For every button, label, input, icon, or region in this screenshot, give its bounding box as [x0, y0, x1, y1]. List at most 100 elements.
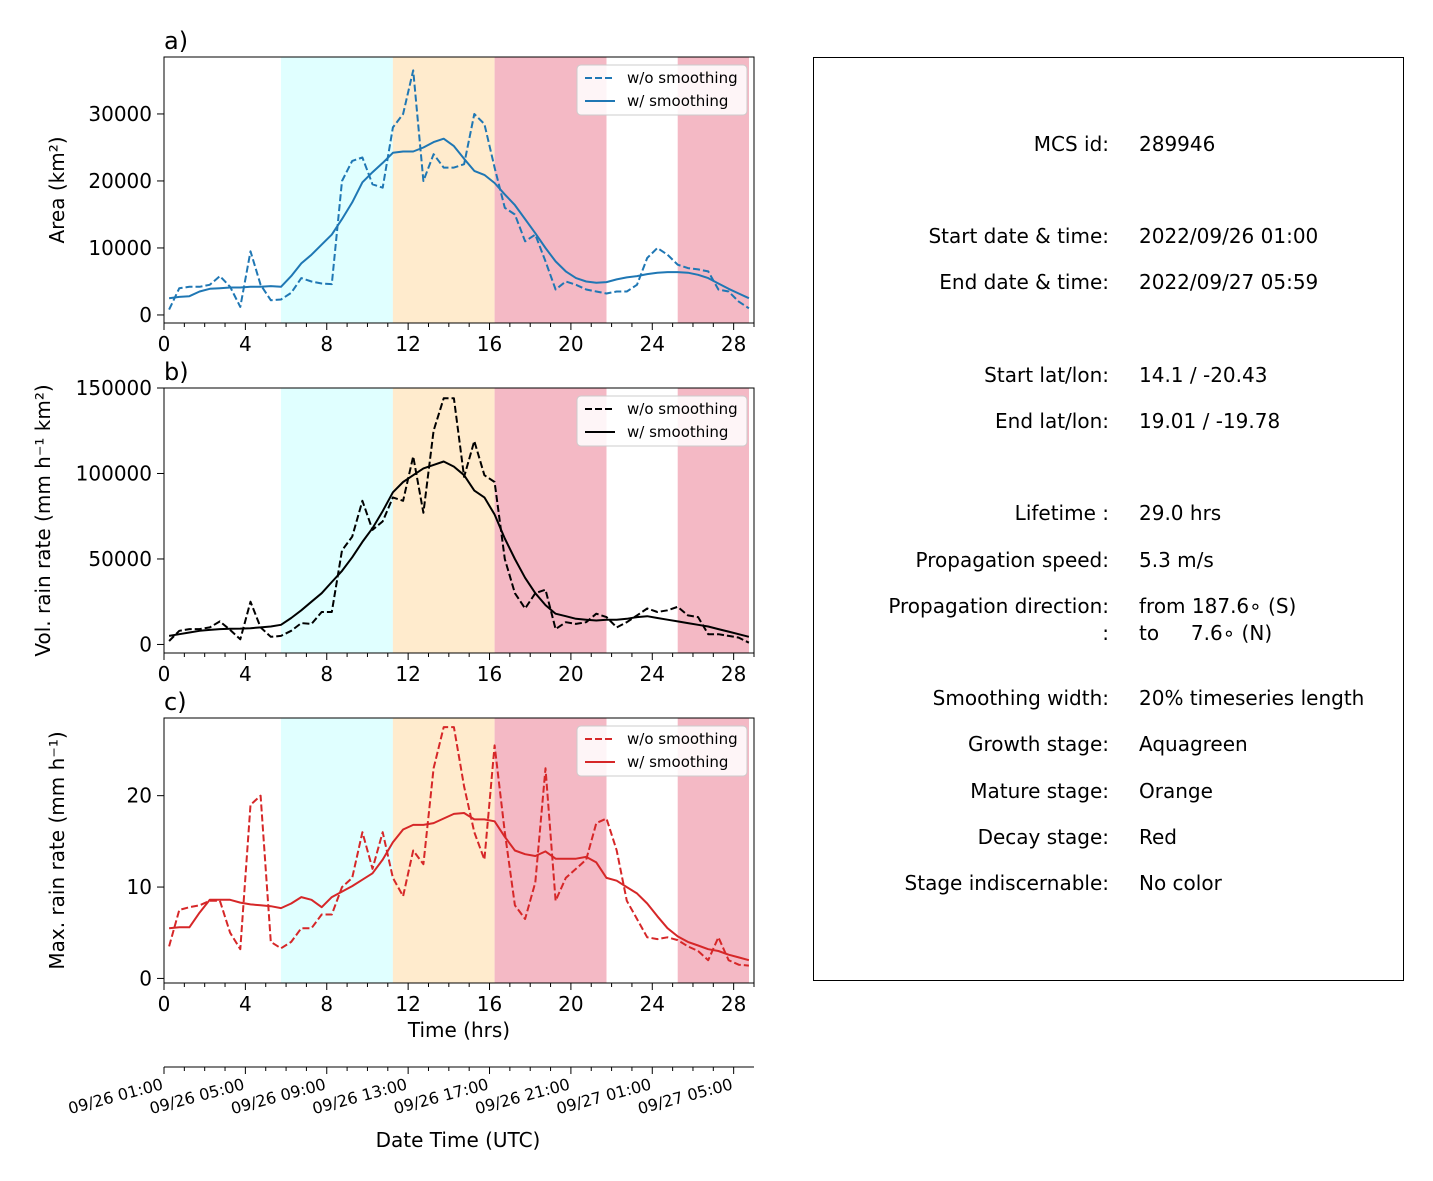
x-tick-label: 20 — [558, 662, 583, 686]
x-tick-label: 8 — [320, 992, 333, 1016]
x-tick-label: 16 — [477, 662, 502, 686]
series-smoothed-line — [168, 460, 750, 638]
info-row: Start date & time: 2022/09/26 01:00 — [814, 223, 1405, 249]
info-value: 2022/09/26 01:00 — [1139, 224, 1319, 248]
info-value: 29.0 hrs — [1139, 501, 1222, 525]
info-value: Red — [1139, 825, 1177, 849]
y-tick-label: 20000 — [88, 169, 152, 193]
info-key: : — [1102, 621, 1109, 645]
x-tick-label: 24 — [640, 992, 665, 1016]
info-key: Mature stage: — [970, 779, 1109, 803]
y-tick-label: 20 — [127, 784, 152, 808]
x-tick-label: 28 — [721, 332, 746, 356]
series-unsmoothed-line — [168, 397, 750, 644]
info-key: Propagation direction: — [888, 594, 1109, 618]
info-value: 14.1 / -20.43 — [1139, 363, 1268, 387]
panel-label: a) — [164, 27, 188, 55]
legend-label: w/o smoothing — [627, 69, 738, 87]
info-key: Growth stage: — [967, 732, 1109, 756]
stage-band-mature — [392, 718, 495, 983]
y-tick-label: 10 — [127, 875, 152, 899]
info-row: Lifetime : 29.0 hrs — [814, 500, 1405, 526]
info-value: 19.01 / -19.78 — [1139, 409, 1281, 433]
panel-a: 0 4 8 12 16 20 24 28 0 10000 20000 30000 a) Area (km²… — [45, 27, 755, 356]
info-row: Decay stage: Red — [814, 824, 1405, 850]
info-row: MCS id: 289946 — [814, 131, 1405, 157]
series-smoothed-line — [169, 812, 750, 962]
info-row: Propagation direction: from 187.6∘ (S) — [814, 593, 1405, 619]
x-tick-label: 8 — [320, 662, 333, 686]
plot-frame — [163, 56, 755, 324]
plot-frame — [163, 717, 755, 984]
info-value: to 7.6∘ (N) — [1139, 621, 1273, 645]
legend-label: w/ smoothing — [627, 423, 728, 441]
info-value: Orange — [1139, 779, 1213, 803]
legend-box — [576, 725, 748, 777]
panel-b: 0 4 8 12 16 20 24 28 0 50000 100000 150000 b) Vol. ra… — [31, 358, 755, 686]
info-key: Start lat/lon: — [984, 363, 1109, 387]
stage-band-growth — [280, 718, 393, 983]
y-axis-label: Vol. rain rate (mm h⁻¹ km²) — [31, 384, 55, 656]
info-key: Decay stage: — [977, 825, 1109, 849]
info-row: Smoothing width: 20% timeseries length — [814, 685, 1405, 711]
info-value: No color — [1139, 871, 1222, 895]
x-tick-label: 0 — [158, 332, 171, 356]
info-row: Stage indiscernable: No color — [814, 870, 1405, 896]
info-key: Start date & time: — [928, 224, 1109, 248]
info-key: Smoothing width: — [932, 686, 1109, 710]
date-tick-label: 09/27 05:00 — [636, 1075, 735, 1119]
y-tick-label: 30000 — [88, 102, 152, 126]
y-axis-label: Max. rain rate (mm h⁻¹) — [45, 731, 69, 969]
x-tick-label: 20 — [558, 332, 583, 356]
stage-band-growth — [280, 57, 393, 323]
x-tick-label: 8 — [320, 332, 333, 356]
x-tick-label: 16 — [477, 992, 502, 1016]
panel-c: 0 4 8 12 16 20 24 28 0 10 20 c) Max. rain rate (mm h… — [45, 688, 755, 1016]
info-value: 5.3 m/s — [1139, 548, 1214, 572]
stage-band-mature — [392, 388, 495, 653]
legend-label: w/o smoothing — [627, 400, 738, 418]
stage-band-mature — [392, 57, 495, 323]
x-tick-label: 0 — [158, 992, 171, 1016]
x-tick-label: 28 — [721, 992, 746, 1016]
x-tick-label: 12 — [395, 992, 420, 1016]
x-tick-label: 28 — [721, 662, 746, 686]
panel-label: c) — [164, 688, 187, 716]
y-tick-label: 50000 — [88, 547, 152, 571]
x-tick-label: 0 — [158, 662, 171, 686]
x-tick-label: 4 — [239, 332, 252, 356]
stage-band-growth — [280, 388, 393, 653]
info-key: Lifetime : — [1014, 501, 1109, 525]
x-tick-label: 4 — [239, 992, 252, 1016]
x-axis-label: Time (hrs) — [407, 1018, 510, 1042]
info-key: MCS id: — [1033, 132, 1109, 156]
info-value: from 187.6∘ (S) — [1139, 594, 1297, 618]
x-tick-label: 20 — [558, 992, 583, 1016]
y-tick-label: 0 — [139, 303, 152, 327]
x-tick-label: 12 — [395, 332, 420, 356]
info-row: Start lat/lon: 14.1 / -20.43 — [814, 362, 1405, 388]
info-value: 20% timeseries length — [1139, 686, 1365, 710]
info-row: End lat/lon: 19.01 / -19.78 — [814, 408, 1405, 434]
info-row: End date & time: 2022/09/27 05:59 — [814, 269, 1405, 295]
x-tick-label: 24 — [640, 662, 665, 686]
series-smoothed-line — [168, 137, 750, 300]
info-value: 289946 — [1139, 132, 1216, 156]
y-axis-label: Area (km²) — [45, 136, 69, 243]
info-key: Stage indiscernable: — [904, 871, 1109, 895]
info-value: 2022/09/27 05:59 — [1139, 270, 1319, 294]
y-tick-label: 150000 — [76, 376, 152, 400]
legend-label: w/ smoothing — [627, 753, 728, 771]
y-tick-label: 0 — [139, 632, 152, 656]
series-unsmoothed-line — [168, 69, 750, 311]
x-tick-label: 16 — [477, 332, 502, 356]
info-key: End date & time: — [939, 270, 1109, 294]
plot-frame — [163, 387, 755, 654]
info-row: Propagation speed: 5.3 m/s — [814, 547, 1405, 573]
info-row: : to 7.6∘ (N) — [814, 620, 1405, 646]
series-unsmoothed-line — [168, 726, 749, 967]
y-tick-label: 100000 — [76, 461, 152, 485]
x-tick-label: 24 — [640, 332, 665, 356]
